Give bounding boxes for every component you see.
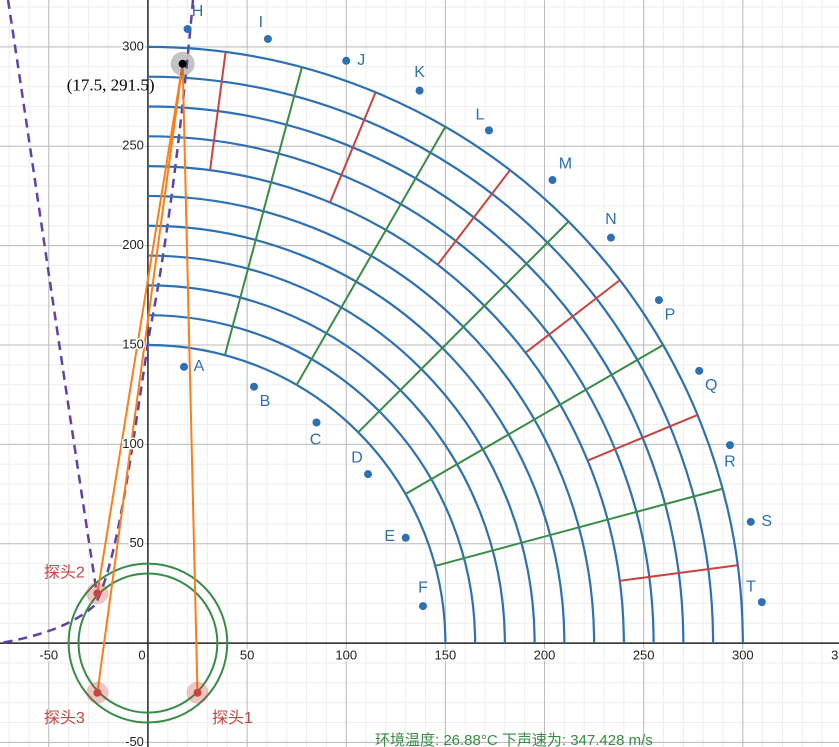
marks bbox=[0, 0, 766, 724]
path-line bbox=[96, 63, 184, 693]
radial-line bbox=[405, 344, 664, 495]
probe bbox=[93, 589, 102, 598]
radial-line bbox=[436, 169, 511, 266]
point bbox=[250, 382, 259, 391]
path-line bbox=[181, 63, 199, 693]
point-label: I bbox=[259, 14, 263, 31]
point-label: E bbox=[384, 528, 395, 545]
point bbox=[342, 56, 351, 65]
y-tick-label: 150 bbox=[122, 336, 144, 351]
point-label: N bbox=[605, 211, 617, 228]
point bbox=[725, 441, 734, 450]
point-label: C bbox=[310, 432, 322, 449]
x-tick-label: 350 bbox=[831, 648, 839, 663]
arc bbox=[147, 343, 447, 644]
point bbox=[312, 418, 321, 427]
x-tick-label: -50 bbox=[39, 648, 58, 663]
point bbox=[485, 126, 494, 135]
y-tick-label: 50 bbox=[129, 535, 143, 550]
sensor-circle bbox=[77, 572, 219, 714]
probe-label: 探头3 bbox=[44, 709, 85, 727]
point bbox=[757, 598, 766, 607]
sensor-circle bbox=[67, 562, 229, 724]
caption: 环境温度: 26.88°C 下声速为: 347.428 m/s bbox=[375, 731, 653, 747]
probe-label: 探头1 bbox=[212, 709, 253, 727]
y-tick-label: 200 bbox=[122, 237, 144, 252]
probe bbox=[93, 688, 102, 697]
point bbox=[415, 86, 424, 95]
radial-line bbox=[295, 126, 447, 386]
point bbox=[401, 533, 410, 542]
radial-line bbox=[209, 51, 227, 171]
point-label: B bbox=[260, 393, 271, 410]
x-tick-label: 100 bbox=[335, 648, 357, 663]
radial-line bbox=[223, 66, 303, 356]
point-label: D bbox=[351, 449, 363, 466]
target-label: (17.5, 291.5) bbox=[67, 76, 155, 95]
point-label: Q bbox=[705, 377, 717, 394]
probe-label: 探头2 bbox=[44, 564, 85, 582]
point-label: L bbox=[476, 107, 485, 124]
path-line bbox=[96, 63, 184, 594]
point bbox=[418, 602, 427, 611]
point-label: H bbox=[192, 3, 204, 20]
point bbox=[746, 517, 755, 526]
point-label: M bbox=[559, 155, 572, 172]
x-tick-label: 250 bbox=[633, 648, 655, 663]
x-tick-label: 150 bbox=[435, 648, 457, 663]
point-label: R bbox=[724, 453, 736, 470]
point-label: F bbox=[418, 579, 428, 596]
point-label: J bbox=[357, 52, 365, 69]
point-label: T bbox=[746, 578, 756, 595]
x-tick-label: 0 bbox=[138, 648, 145, 663]
y-tick-label: -50 bbox=[125, 734, 144, 747]
point-label: A bbox=[194, 358, 205, 375]
radial-line bbox=[587, 414, 698, 462]
radial-line bbox=[619, 564, 738, 582]
point bbox=[548, 176, 557, 185]
radial-line bbox=[524, 279, 621, 354]
y-tick-label: 100 bbox=[122, 436, 144, 451]
probe bbox=[193, 688, 202, 697]
point bbox=[180, 362, 189, 371]
radial-line bbox=[434, 487, 723, 567]
point bbox=[183, 25, 192, 34]
target bbox=[178, 59, 187, 68]
point bbox=[263, 34, 272, 43]
point bbox=[695, 366, 704, 375]
point bbox=[606, 233, 615, 242]
point bbox=[654, 296, 663, 305]
x-tick-label: 300 bbox=[732, 648, 754, 663]
point bbox=[364, 470, 373, 479]
labels: -50 0 50 100 150 200 250 300 350 -50 50 100 150 200 25… bbox=[38, 3, 839, 747]
hyperbola bbox=[6, 0, 98, 589]
x-tick-label: 50 bbox=[240, 648, 254, 663]
point-label: K bbox=[414, 64, 425, 81]
point-label: S bbox=[761, 513, 772, 530]
point-label: P bbox=[665, 306, 676, 323]
y-tick-label: 250 bbox=[122, 138, 144, 153]
radial-line bbox=[329, 91, 377, 203]
y-tick-label: 300 bbox=[122, 38, 144, 53]
x-tick-label: 200 bbox=[534, 648, 556, 663]
radial-line bbox=[357, 220, 570, 433]
